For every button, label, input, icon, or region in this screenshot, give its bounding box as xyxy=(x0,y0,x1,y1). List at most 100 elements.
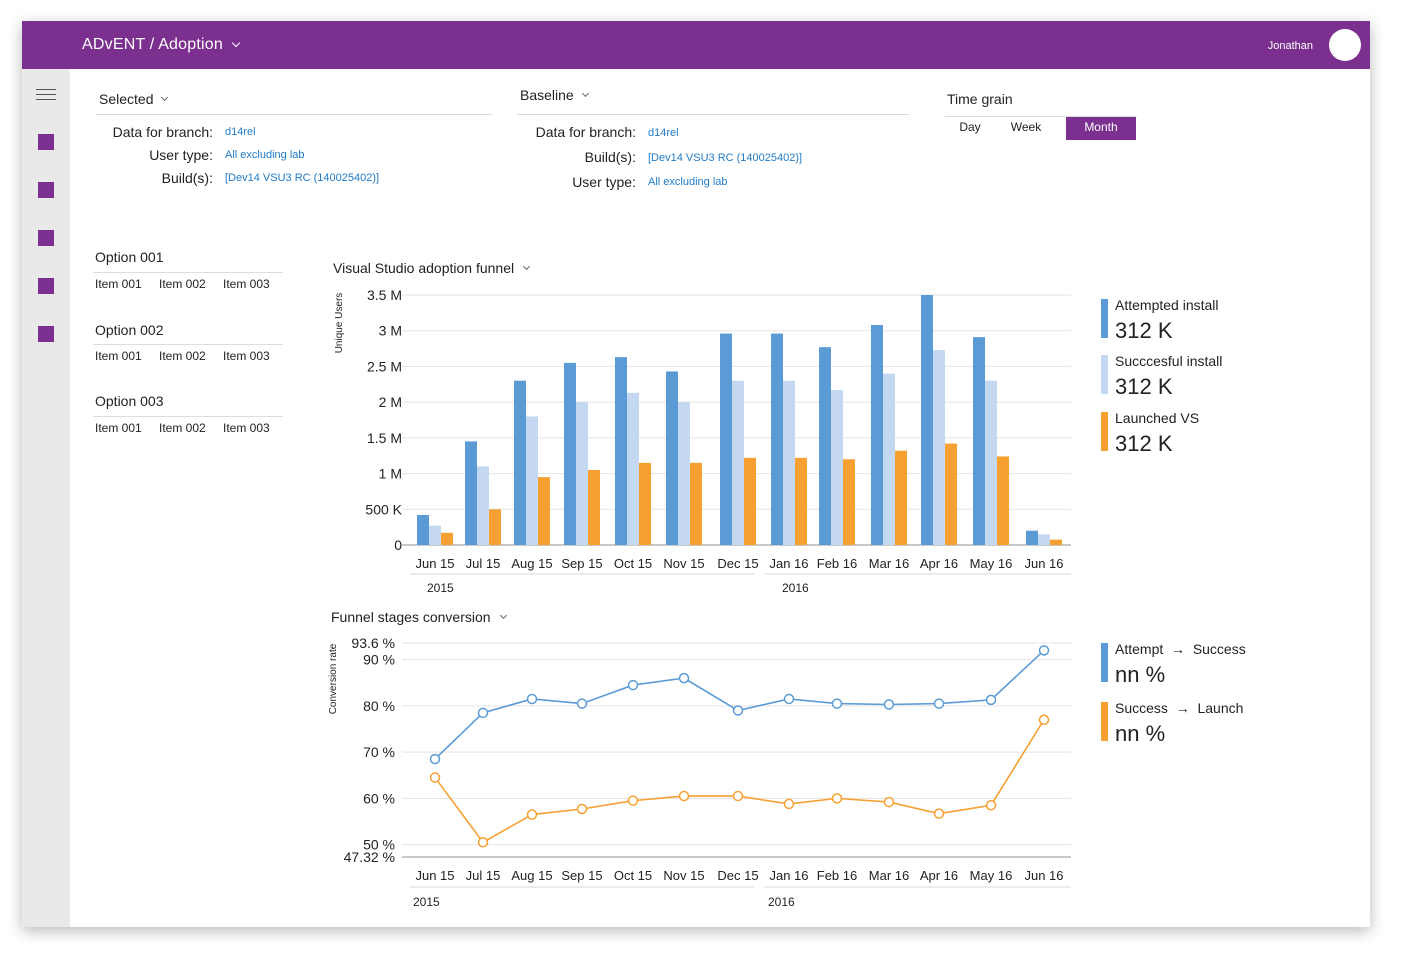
bar xyxy=(997,456,1009,545)
bar xyxy=(441,532,453,545)
legend-swatch xyxy=(1101,702,1108,741)
data-point xyxy=(1038,645,1050,656)
bar xyxy=(720,333,732,545)
y-tick-label: 70 % xyxy=(363,744,395,760)
y-axis-label: Conversion rate xyxy=(328,643,339,714)
bar xyxy=(783,380,795,545)
bar xyxy=(526,416,538,545)
option-item[interactable]: Item 003 xyxy=(223,421,270,435)
x-tick-label: Jan 16 xyxy=(769,556,808,571)
left-rail xyxy=(22,69,70,927)
funnel-chart-title-dropdown[interactable]: Visual Studio adoption funnel xyxy=(333,260,531,276)
x-group-label: 2015 xyxy=(427,581,454,595)
x-group-label: 2015 xyxy=(413,895,440,909)
series-line xyxy=(434,719,1045,844)
y-tick-label: 90 % xyxy=(363,652,395,668)
legend-swatch xyxy=(1101,355,1108,394)
bar xyxy=(627,392,639,545)
baseline-row-value[interactable]: [Dev14 VSU3 RC (140025402)] xyxy=(648,152,803,164)
nav-square-icon[interactable] xyxy=(38,230,54,246)
data-point xyxy=(678,790,690,802)
funnel-chart-title: Visual Studio adoption funnel xyxy=(333,260,515,276)
baseline-row-value[interactable]: All excluding lab xyxy=(648,176,728,188)
conversion-chart-title-dropdown[interactable]: Funnel stages conversion xyxy=(331,609,507,625)
x-tick-label: Feb 16 xyxy=(817,556,857,571)
nav-square-icon[interactable] xyxy=(38,326,54,342)
option-item[interactable]: Item 002 xyxy=(159,277,206,291)
baseline-row-value[interactable]: d14rel xyxy=(648,127,679,139)
x-tick-label: Jun 15 xyxy=(415,868,454,883)
selected-row-value[interactable]: d14rel xyxy=(225,126,256,138)
data-point xyxy=(576,803,588,815)
avatar[interactable] xyxy=(1329,29,1361,61)
x-tick-label: Nov 15 xyxy=(663,868,704,883)
legend-swatch xyxy=(1101,299,1108,338)
option-item[interactable]: Item 003 xyxy=(223,277,270,291)
selected-row-value[interactable]: [Dev14 VSU3 RC (140025402)] xyxy=(225,172,380,184)
option-item[interactable]: Item 002 xyxy=(159,349,206,363)
selected-row-label: Data for branch: xyxy=(112,124,213,140)
bar xyxy=(576,402,588,545)
selected-title: Selected xyxy=(99,91,154,107)
x-group-label: 2016 xyxy=(768,895,795,909)
option-item[interactable]: Item 001 xyxy=(95,349,142,363)
nav-square-icon[interactable] xyxy=(38,134,54,150)
x-tick-label: Sep 15 xyxy=(561,868,602,883)
option-title[interactable]: Option 001 xyxy=(95,249,164,265)
legend-value: 312 K xyxy=(1115,431,1173,456)
bar xyxy=(895,450,907,545)
data-point xyxy=(732,705,744,716)
x-tick-label: Jun 15 xyxy=(415,556,454,571)
bar xyxy=(831,390,843,545)
nav-square-icon[interactable] xyxy=(38,278,54,294)
x-tick-label: Dec 15 xyxy=(717,556,758,571)
baseline-row-label: User type: xyxy=(572,174,636,190)
x-tick-label: May 16 xyxy=(970,556,1013,571)
data-point xyxy=(732,790,744,802)
option-item[interactable]: Item 002 xyxy=(159,421,206,435)
y-tick-label: 3.5 M xyxy=(367,287,402,303)
data-point xyxy=(477,837,489,848)
legend-value: nn % xyxy=(1115,662,1166,687)
data-point xyxy=(985,800,997,811)
x-tick-label: Nov 15 xyxy=(663,556,704,571)
bar xyxy=(883,373,895,545)
selected-row-label: Build(s): xyxy=(161,170,213,186)
legend-label: Attempt → Success xyxy=(1115,641,1246,657)
bar xyxy=(429,525,441,545)
y-axis-label: Unique Users xyxy=(334,293,345,354)
x-tick-label: Mar 16 xyxy=(869,868,909,883)
y-tick-label: 2 M xyxy=(379,394,402,410)
user-name: Jonathan xyxy=(1267,40,1313,52)
x-tick-label: Apr 16 xyxy=(920,556,958,571)
time-grain-day[interactable]: Day xyxy=(959,120,981,134)
option-item[interactable]: Item 003 xyxy=(223,349,270,363)
bar xyxy=(819,347,831,545)
time-grain-month[interactable]: Month xyxy=(1066,117,1136,140)
legend-label: Succcesful install xyxy=(1115,353,1223,369)
nav-square-icon[interactable] xyxy=(38,182,54,198)
hamburger-menu-icon[interactable] xyxy=(36,89,56,101)
selected-row-value[interactable]: All excluding lab xyxy=(225,149,305,161)
y-tick-label: 80 % xyxy=(363,698,395,714)
app-title-dropdown[interactable]: ADvENT / Adoption xyxy=(82,36,241,54)
data-point xyxy=(985,694,997,706)
time-grain-segmented: Day Week Month xyxy=(945,116,1137,140)
divider xyxy=(93,344,283,345)
option-title[interactable]: Option 003 xyxy=(95,393,164,409)
x-tick-label: Oct 15 xyxy=(614,556,652,571)
time-grain-week[interactable]: Week xyxy=(1010,120,1042,134)
bar xyxy=(871,325,883,545)
legend-label: Success → Launch xyxy=(1115,700,1244,716)
x-tick-label: Mar 16 xyxy=(869,556,909,571)
selected-dropdown[interactable]: Selected xyxy=(99,91,169,107)
legend-from: Attempt xyxy=(1115,641,1164,657)
option-item[interactable]: Item 001 xyxy=(95,421,142,435)
data-point xyxy=(933,698,945,709)
option-item[interactable]: Item 001 xyxy=(95,277,142,291)
data-point xyxy=(627,795,639,806)
baseline-dropdown[interactable]: Baseline xyxy=(520,87,589,103)
x-tick-label: Sep 15 xyxy=(561,556,602,571)
app-title: ADvENT / Adoption xyxy=(82,36,223,53)
option-title[interactable]: Option 002 xyxy=(95,322,164,338)
